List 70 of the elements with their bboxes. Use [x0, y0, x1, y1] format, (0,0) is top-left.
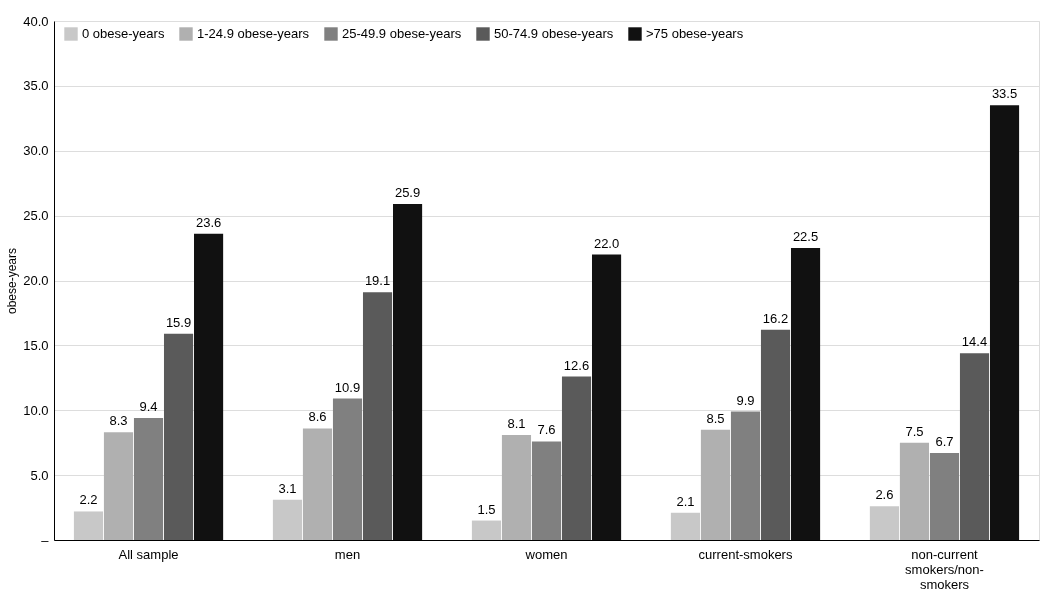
bar [790, 248, 821, 540]
bar [471, 520, 502, 540]
data-label: 25.9 [394, 184, 421, 200]
data-label: 22.0 [593, 235, 620, 251]
y-tick-label: 30.0 [23, 143, 49, 159]
data-label: 33.5 [991, 86, 1018, 102]
bar [700, 429, 731, 540]
data-label: 19.1 [364, 273, 391, 289]
data-label: 2.6 [875, 487, 894, 503]
bar [760, 329, 791, 540]
bar [591, 254, 622, 540]
bar [194, 233, 224, 540]
legend-label: >75 obese-years [646, 26, 744, 41]
y-axis-title: obese-years [5, 247, 20, 315]
bar [670, 512, 700, 540]
data-label: 2.1 [676, 493, 695, 509]
bar [899, 442, 930, 540]
bar [163, 333, 194, 540]
bar [272, 499, 303, 540]
data-label: 14.4 [961, 334, 988, 350]
legend-label: 50-74.9 obese-years [494, 26, 614, 41]
y-tick-label: 25.0 [23, 208, 49, 224]
y-tick-label: 35.0 [23, 78, 49, 94]
data-label: 8.1 [507, 415, 526, 431]
legend-label: 25-49.9 obese-years [342, 26, 462, 41]
data-label: 23.6 [195, 214, 222, 230]
data-label: 9.4 [139, 399, 158, 415]
bar [959, 353, 990, 540]
data-label: 6.7 [935, 434, 954, 450]
data-label: 8.5 [706, 410, 725, 426]
y-tick-label: 10.0 [23, 402, 49, 418]
data-label: 8.3 [109, 413, 128, 429]
data-label: 15.9 [165, 314, 192, 330]
data-label: 10.9 [334, 379, 361, 395]
bar [133, 418, 164, 540]
legend-label: 1-24.9 obese-years [197, 26, 310, 41]
y-tick-label: 40.0 [23, 13, 49, 29]
y-tick-label: 5.0 [30, 467, 49, 483]
legend-label: 0 obese-years [82, 26, 165, 41]
data-label: 9.9 [736, 392, 755, 408]
data-label: 2.2 [79, 492, 98, 508]
bar [929, 453, 960, 540]
data-label: 16.2 [762, 310, 789, 326]
data-label: 12.6 [563, 357, 590, 373]
bar [393, 203, 423, 540]
x-tick-label: All sample [118, 546, 179, 562]
bar [531, 441, 562, 540]
data-label: 22.5 [792, 229, 819, 245]
bar [73, 511, 104, 540]
x-tick-label: men [334, 546, 361, 562]
bar [302, 428, 333, 540]
y-tick-label: – [41, 532, 50, 548]
bar [989, 105, 1020, 540]
bar [501, 434, 532, 540]
y-tick-label: 20.0 [23, 273, 49, 288]
x-tick-label: non-current smokers/non-smokers [905, 546, 984, 592]
data-label: 7.6 [537, 422, 556, 438]
bar [103, 432, 134, 540]
data-label: 8.6 [308, 409, 327, 425]
data-label: 3.1 [278, 480, 297, 496]
bar [869, 506, 899, 540]
data-label: 7.5 [905, 423, 924, 439]
bar [561, 376, 592, 540]
bar [362, 292, 393, 540]
x-tick-label: current-smokers [698, 546, 793, 562]
data-label: 1.5 [477, 501, 496, 517]
bar [332, 398, 363, 540]
y-tick-label: 15.0 [23, 337, 49, 353]
x-tick-label: women [524, 546, 568, 562]
bar [730, 411, 761, 540]
